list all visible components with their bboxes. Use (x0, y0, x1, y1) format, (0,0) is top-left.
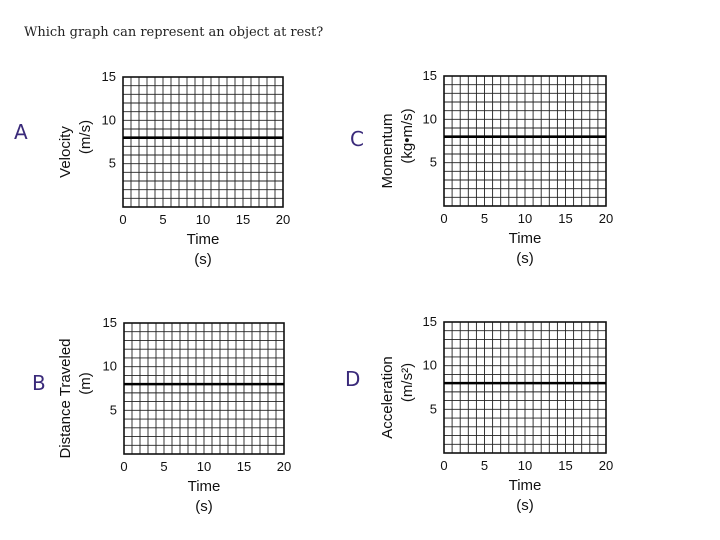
x-tick-label: 15 (237, 459, 251, 474)
graph-d: 0 5 10 15 20 5 10 15 Time (s) Acceleration (m/s²) (379, 314, 613, 514)
y-tick-label: 10 (423, 111, 437, 126)
panel-letter-b: B (32, 371, 46, 395)
y-axis-unit: (kg•m/s) (399, 108, 416, 163)
y-tick-label: 15 (423, 314, 437, 329)
x-tick-label: 5 (481, 211, 488, 226)
plot-frame (443, 321, 607, 454)
x-tick-label: 10 (518, 211, 532, 226)
x-tick-label: 20 (599, 211, 613, 226)
x-tick-label: 20 (277, 459, 291, 474)
plot-frame (122, 76, 284, 208)
y-tick-label: 10 (102, 112, 116, 127)
x-tick-label: 20 (599, 458, 613, 473)
y-axis-label: Velocity (57, 126, 74, 178)
x-tick-label: 15 (558, 211, 572, 226)
x-tick-label: 5 (481, 458, 488, 473)
plot-frame (443, 75, 607, 207)
y-tick-label: 15 (423, 68, 437, 83)
x-axis-unit: (s) (194, 251, 212, 268)
y-tick-label: 10 (423, 358, 437, 373)
y-axis-label: Momentum (379, 113, 396, 188)
y-tick-label: 15 (102, 69, 116, 84)
plot-frame (123, 322, 285, 455)
x-axis-unit: (s) (516, 250, 534, 267)
x-axis-unit: (s) (516, 497, 534, 514)
y-tick-label: 15 (103, 315, 117, 330)
x-tick-label: 20 (276, 212, 290, 227)
x-axis-unit: (s) (195, 498, 213, 515)
x-tick-label: 5 (160, 459, 167, 474)
question-text: Which graph can represent an object at r… (24, 25, 324, 40)
y-tick-label: 5 (110, 402, 117, 417)
panel-letter-a: A (14, 120, 28, 144)
x-tick-label: 15 (236, 212, 250, 227)
panel-letter-c: C (350, 127, 364, 151)
x-tick-label: 0 (440, 211, 447, 226)
x-tick-label: 10 (196, 212, 210, 227)
x-axis-label: Time (188, 478, 221, 495)
x-tick-label: 0 (120, 459, 127, 474)
x-tick-label: 10 (518, 458, 532, 473)
y-tick-label: 10 (103, 359, 117, 374)
y-axis-unit: (m/s) (77, 120, 94, 154)
y-axis-label: Acceleration (379, 356, 396, 439)
y-tick-label: 5 (109, 156, 116, 171)
y-tick-label: 5 (430, 155, 437, 170)
x-tick-label: 0 (440, 458, 447, 473)
y-axis-label: Distance Traveled (57, 338, 74, 458)
x-tick-label: 15 (558, 458, 572, 473)
graph-c: 0 5 10 15 20 5 10 15 Time (s) Momentum (kg•m/s) (379, 68, 613, 267)
x-tick-label: 0 (119, 212, 126, 227)
x-tick-label: 5 (159, 212, 166, 227)
x-axis-label: Time (509, 477, 542, 494)
y-axis-unit: (m) (77, 372, 94, 395)
x-tick-label: 10 (197, 459, 211, 474)
x-axis-label: Time (509, 230, 542, 247)
y-tick-label: 5 (430, 401, 437, 416)
y-axis-unit: (m/s²) (399, 363, 416, 402)
graph-b: 0 5 10 15 20 5 10 15 Time (s) Distance Traveled (m) (57, 315, 291, 515)
graph-a: 0 5 10 15 20 5 10 15 Time (s) Velocity (m/s) (57, 69, 290, 268)
x-axis-label: Time (187, 231, 220, 248)
panel-letter-d: D (345, 367, 361, 391)
